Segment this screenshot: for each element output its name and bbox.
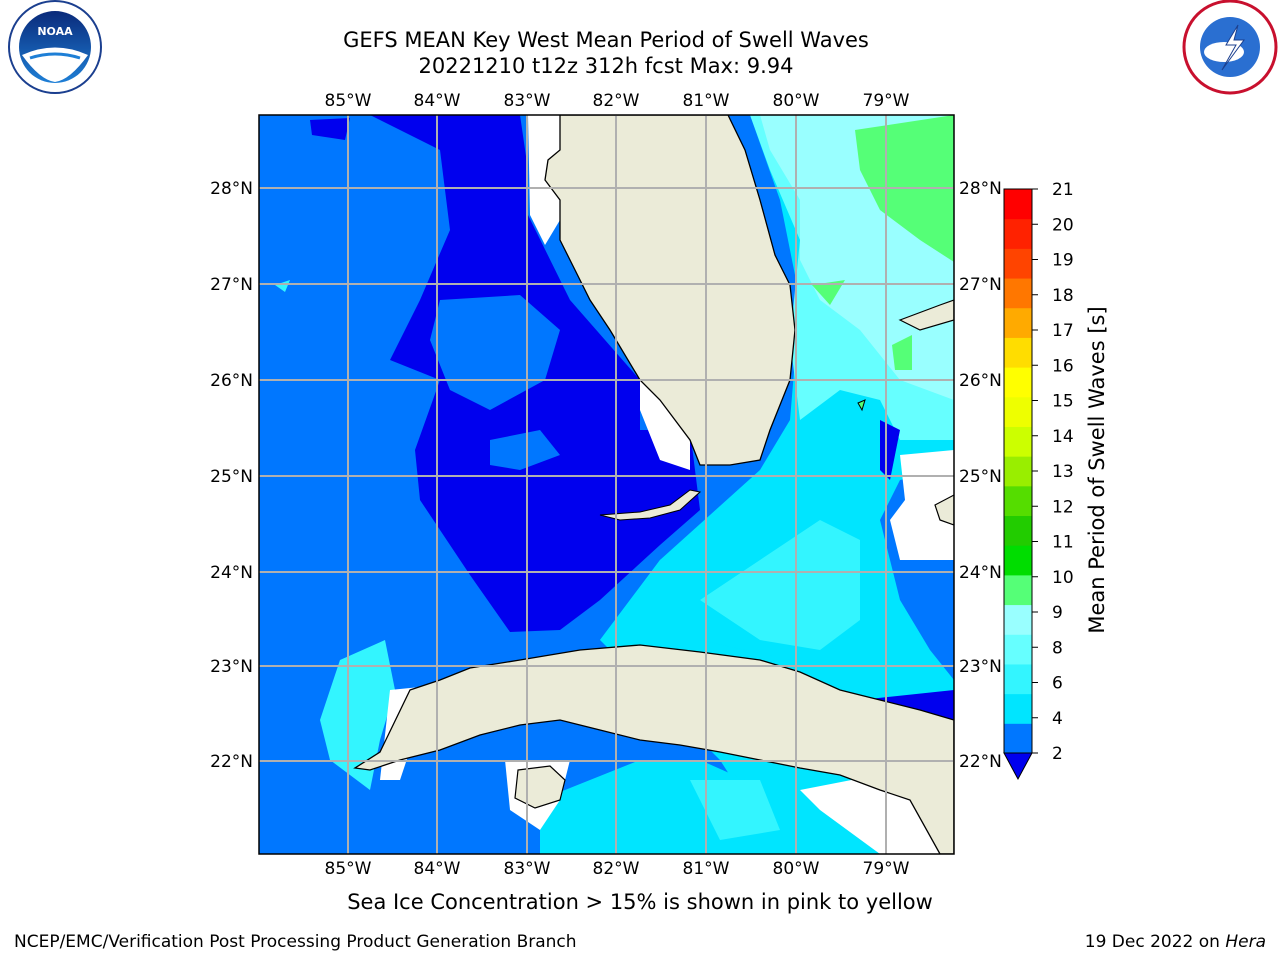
colorbar-segment bbox=[1004, 367, 1032, 398]
colorbar-segment bbox=[1004, 189, 1032, 220]
colorbar-segment bbox=[1004, 456, 1032, 487]
latitude-labels-left: 28°N 27°N 26°N 25°N 24°N 23°N 22°N bbox=[210, 179, 253, 772]
lon-label-bottom: 83°W bbox=[504, 859, 551, 879]
lat-label-left: 25°N bbox=[210, 467, 253, 487]
lat-label-right: 22°N bbox=[959, 752, 1002, 772]
nws-logo bbox=[1182, 0, 1278, 95]
colorbar-tick-label: 12 bbox=[1052, 497, 1074, 517]
lon-label-bottom: 82°W bbox=[593, 859, 640, 879]
colorbar-segment bbox=[1004, 278, 1032, 309]
colorbar: 2 4 6 8 9 10 11 12 13 14 15 16 17 18 19 20 21 bbox=[1003, 180, 1074, 781]
lon-label-bottom: 81°W bbox=[683, 859, 730, 879]
lon-label-bottom: 85°W bbox=[325, 859, 372, 879]
lat-label-left: 26°N bbox=[210, 371, 253, 391]
lat-label-right: 28°N bbox=[959, 179, 1002, 199]
lon-label-top: 79°W bbox=[863, 91, 910, 111]
lat-label-right: 27°N bbox=[959, 275, 1002, 295]
colorbar-under-arrow bbox=[1003, 752, 1033, 781]
colorbar-segment bbox=[1004, 604, 1032, 635]
map-frame bbox=[258, 114, 955, 855]
colorbar-tick-label: 16 bbox=[1052, 356, 1074, 376]
map-subtitle: 20221210 t12z 312h fcst Max: 9.94 bbox=[418, 54, 794, 78]
colorbar-segment bbox=[1004, 574, 1032, 606]
lat-label-right: 23°N bbox=[959, 657, 1002, 677]
lat-label-left: 28°N bbox=[210, 179, 253, 199]
colorbar-tick-label: 21 bbox=[1052, 180, 1074, 200]
lat-label-left: 22°N bbox=[210, 752, 253, 772]
latitude-labels-right: 28°N 27°N 26°N 25°N 24°N 23°N 22°N bbox=[959, 179, 1002, 772]
colorbar-tick-label: 18 bbox=[1052, 286, 1074, 306]
lon-label-bottom: 84°W bbox=[414, 859, 461, 879]
lon-label-top: 85°W bbox=[325, 91, 372, 111]
colorbar-tick-label: 6 bbox=[1052, 674, 1063, 694]
colorbar-segment bbox=[1004, 485, 1032, 517]
lon-label-bottom: 80°W bbox=[773, 859, 820, 879]
colorbar-segment bbox=[1004, 693, 1032, 724]
lon-label-top: 83°W bbox=[504, 91, 551, 111]
noaa-logo: NOAA bbox=[8, 0, 102, 94]
colorbar-segment bbox=[1004, 545, 1032, 576]
map-title: GEFS MEAN Key West Mean Period of Swell … bbox=[343, 28, 869, 52]
colorbar-segment bbox=[1004, 515, 1032, 546]
longitude-labels-top: 85°W 84°W 83°W 82°W 81°W 80°W 79°W bbox=[325, 91, 910, 111]
lon-label-top: 84°W bbox=[414, 91, 461, 111]
colorbar-tick-label: 17 bbox=[1052, 321, 1074, 341]
colorbar-segment bbox=[1004, 426, 1032, 457]
map-body bbox=[259, 115, 954, 854]
lon-label-bottom: 79°W bbox=[863, 859, 910, 879]
colorbar-tick-label: 10 bbox=[1052, 568, 1074, 588]
lon-label-top: 80°W bbox=[773, 91, 820, 111]
lat-label-right: 26°N bbox=[959, 371, 1002, 391]
colorbar-tick-label: 15 bbox=[1052, 392, 1074, 412]
colorbar-tick-label: 8 bbox=[1052, 638, 1063, 658]
noaa-logo-text: NOAA bbox=[37, 25, 73, 38]
colorbar-tick-label: 19 bbox=[1052, 251, 1074, 271]
lat-label-right: 24°N bbox=[959, 563, 1002, 583]
colorbar-tick-label: 20 bbox=[1052, 215, 1074, 235]
colorbar-segment bbox=[1004, 396, 1032, 427]
lon-label-top: 82°W bbox=[593, 91, 640, 111]
footer-credit: NCEP/EMC/Verification Post Processing Pr… bbox=[14, 932, 577, 952]
graticule bbox=[259, 115, 954, 854]
colorbar-tick-label: 9 bbox=[1052, 603, 1063, 623]
florida-land bbox=[544, 115, 796, 466]
footer-date-text: 19 Dec 2022 on bbox=[1084, 932, 1226, 952]
colorbar-tick-label: 13 bbox=[1052, 462, 1074, 482]
colorbar-segment bbox=[1004, 663, 1032, 695]
colorbar-segment bbox=[1004, 337, 1032, 368]
lat-label-left: 24°N bbox=[210, 563, 253, 583]
colorbar-tick-label: 2 bbox=[1052, 744, 1063, 764]
footer-host: Hera bbox=[1225, 932, 1266, 952]
cuba-land bbox=[353, 644, 954, 854]
colorbar-segment bbox=[1004, 218, 1032, 249]
colorbar-segment bbox=[1004, 307, 1032, 338]
lat-label-left: 23°N bbox=[210, 657, 253, 677]
sea-ice-note: Sea Ice Concentration > 15% is shown in … bbox=[347, 890, 933, 914]
footer-date: 19 Dec 2022 on Hera bbox=[1085, 932, 1266, 952]
colorbar-tick-label: 4 bbox=[1052, 709, 1063, 729]
lon-label-top: 81°W bbox=[683, 91, 730, 111]
colorbar-segment bbox=[1004, 248, 1032, 279]
colorbar-tick-label: 14 bbox=[1052, 427, 1074, 447]
longitude-labels-bottom: 85°W 84°W 83°W 82°W 81°W 80°W 79°W bbox=[325, 859, 910, 879]
colorbar-segment bbox=[1004, 634, 1032, 665]
lat-label-left: 27°N bbox=[210, 275, 253, 295]
colorbar-label: Mean Period of Swell Waves [s] bbox=[1085, 306, 1109, 634]
colorbar-segment bbox=[1004, 723, 1032, 754]
colorbar-tick-label: 11 bbox=[1052, 533, 1074, 553]
lat-label-right: 25°N bbox=[959, 467, 1002, 487]
